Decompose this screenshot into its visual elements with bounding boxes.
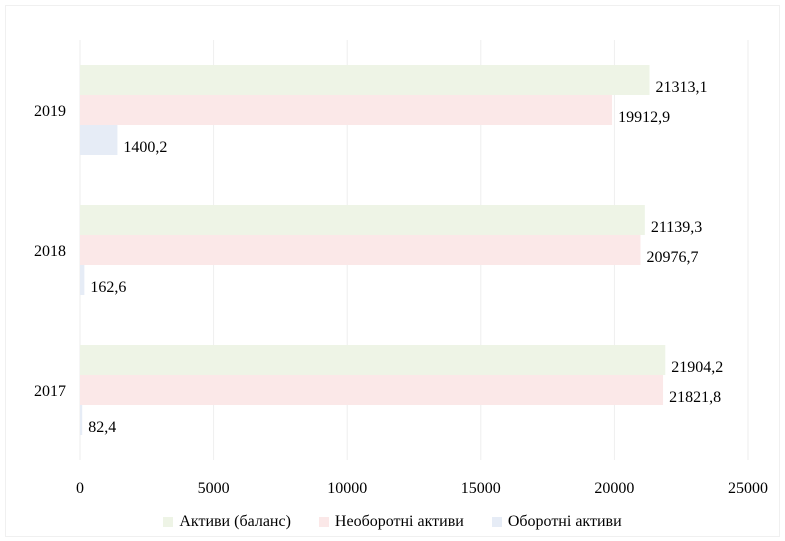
bar-2019-series-1: [80, 95, 613, 125]
bar-2019-series-2: [80, 125, 118, 155]
bar-2019-series-0: [80, 65, 650, 95]
x-tick-label-3: 15000: [461, 480, 501, 497]
bar-2017-series-0: [80, 345, 666, 375]
data-label-2019-series-1: 19912,9: [618, 109, 670, 126]
bar-2018-series-0: [80, 205, 645, 235]
legend-swatch-1: [318, 517, 329, 527]
bar-2017-series-1: [80, 375, 664, 405]
data-label-2018-series-0: 21139,3: [651, 219, 702, 236]
x-tick-label-5: 25000: [728, 480, 768, 497]
x-tick-label-2: 10000: [327, 480, 367, 497]
legend-swatch-2: [491, 517, 502, 527]
legend-label-0: Активи (баланс): [179, 513, 291, 530]
data-label-2017-series-2: 82,4: [88, 419, 116, 436]
x-tick-label-4: 20000: [594, 480, 634, 497]
legend-item-1: Необоротні активи: [318, 513, 464, 531]
bar-2017-series-2: [80, 405, 83, 435]
data-label-2019-series-2: 1400,2: [123, 139, 167, 156]
legend-item-2: Оборотні активи: [491, 513, 622, 531]
legend: Активи (баланс) Необоротні активи Оборот…: [0, 513, 785, 531]
category-label-2017: 2017: [34, 383, 66, 400]
data-label-2017-series-1: 21821,8: [669, 389, 721, 406]
legend-swatch-0: [163, 517, 174, 527]
legend-item-0: Активи (баланс): [163, 513, 291, 531]
x-tick-label-0: 0: [76, 480, 84, 497]
data-label-2019-series-0: 21313,1: [655, 79, 707, 96]
data-label-2017-series-0: 21904,2: [671, 359, 723, 376]
bar-2018-series-1: [80, 235, 641, 265]
category-label-2019: 2019: [34, 103, 66, 120]
data-label-2018-series-1: 20976,7: [646, 249, 698, 266]
category-label-2018: 2018: [34, 243, 66, 260]
x-tick-label-1: 5000: [198, 480, 230, 497]
bar-2018-series-2: [80, 265, 85, 295]
legend-label-2: Оборотні активи: [507, 513, 622, 530]
data-label-2018-series-2: 162,6: [90, 279, 126, 296]
legend-label-1: Необоротні активи: [334, 513, 464, 530]
